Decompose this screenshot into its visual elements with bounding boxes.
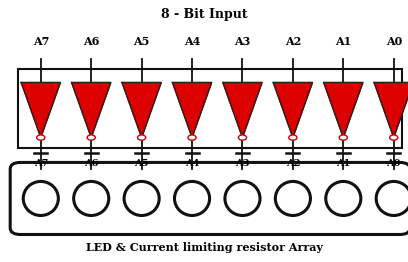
Ellipse shape [124,181,159,215]
Circle shape [87,135,95,140]
Text: A7: A7 [33,159,48,167]
Ellipse shape [326,181,361,215]
Text: A2: A2 [286,159,300,167]
Text: A0: A0 [386,36,402,47]
Text: A3: A3 [234,36,251,47]
Polygon shape [173,83,212,138]
Text: A0: A0 [386,159,401,167]
Text: A6: A6 [83,36,100,47]
Text: A3: A3 [235,159,250,167]
FancyBboxPatch shape [10,162,408,234]
Text: A7: A7 [33,36,49,47]
Ellipse shape [175,181,210,215]
Text: A5: A5 [133,36,150,47]
Polygon shape [324,83,363,138]
Text: A1: A1 [335,36,351,47]
Circle shape [188,135,196,140]
Polygon shape [72,83,111,138]
Text: A1: A1 [336,159,350,167]
Circle shape [238,135,246,140]
Ellipse shape [23,181,58,215]
Text: A5: A5 [135,159,149,167]
Circle shape [37,135,45,140]
Circle shape [289,135,297,140]
Polygon shape [122,83,161,138]
Ellipse shape [376,181,408,215]
Polygon shape [273,83,313,138]
Text: A4: A4 [184,36,200,47]
Ellipse shape [225,181,260,215]
Polygon shape [21,83,60,138]
Text: A2: A2 [285,36,301,47]
Ellipse shape [275,181,310,215]
Circle shape [390,135,398,140]
Polygon shape [223,83,262,138]
Ellipse shape [74,181,109,215]
Text: 8 - Bit Input: 8 - Bit Input [161,8,247,21]
Polygon shape [374,83,408,138]
Circle shape [137,135,146,140]
Text: LED & Current limiting resistor Array: LED & Current limiting resistor Array [86,242,322,253]
Text: A4: A4 [185,159,199,167]
Text: A6: A6 [84,159,98,167]
Circle shape [339,135,347,140]
FancyBboxPatch shape [18,69,402,148]
